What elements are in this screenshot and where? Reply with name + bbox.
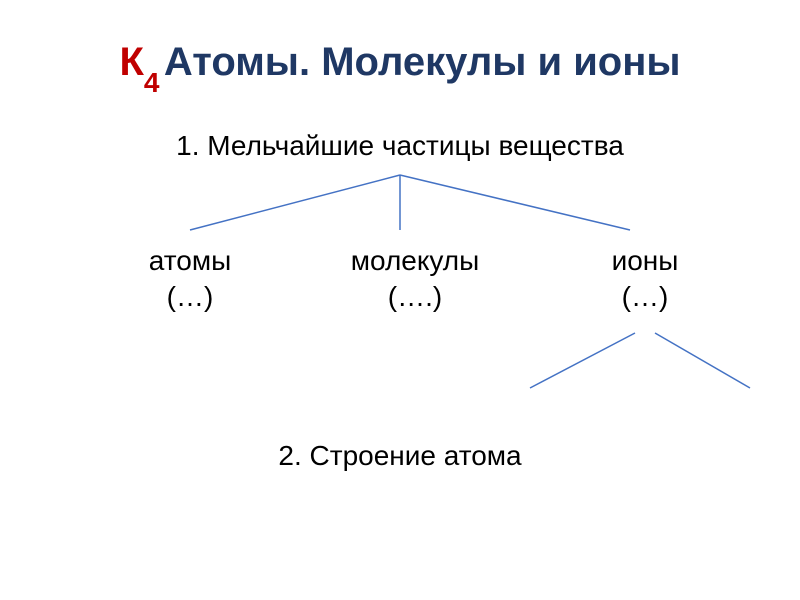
particle-molecules: молекулы (….)	[325, 245, 505, 313]
atoms-label: атомы	[110, 245, 270, 277]
title-subscript: 4	[144, 67, 160, 98]
section2-heading: 2. Строение атома	[0, 440, 800, 472]
branch2-line-left	[530, 333, 635, 388]
ions-blank: (…)	[585, 281, 705, 313]
molecules-label: молекулы	[325, 245, 505, 277]
section1-heading: 1. Мельчайшие частицы вещества	[0, 130, 800, 162]
title-prefix-letter: К	[119, 40, 143, 84]
title-prefix: К4	[119, 40, 159, 84]
branch-diagram-1	[0, 170, 800, 240]
branch-line-right	[400, 175, 630, 230]
particle-atoms: атомы (…)	[110, 245, 270, 313]
branch-diagram-2	[0, 328, 800, 398]
slide-title: К4 Атомы. Молекулы и ионы	[0, 40, 800, 91]
particle-ions: ионы (…)	[585, 245, 705, 313]
title-main-text: Атомы. Молекулы и ионы	[164, 40, 681, 84]
branch-line-left	[190, 175, 400, 230]
molecules-blank: (….)	[325, 281, 505, 313]
ions-label: ионы	[585, 245, 705, 277]
atoms-blank: (…)	[110, 281, 270, 313]
branch2-line-right	[655, 333, 750, 388]
